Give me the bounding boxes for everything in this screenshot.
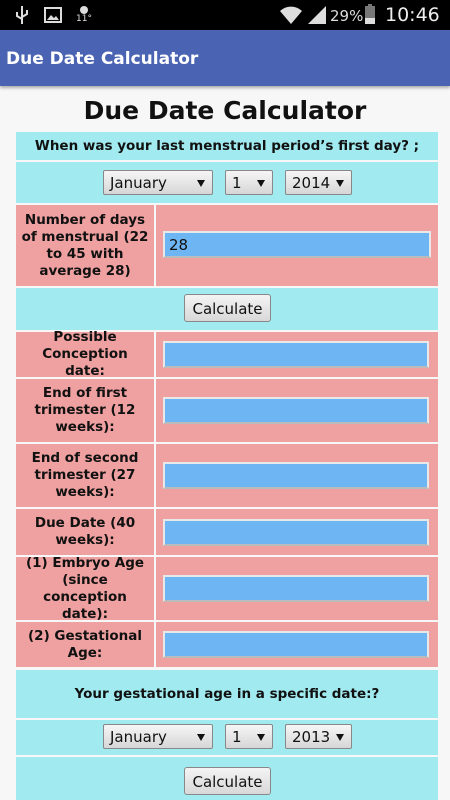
page-heading: Due Date Calculator <box>83 96 367 125</box>
temperature: 11° <box>76 14 92 24</box>
cycle-input[interactable]: 28 <box>163 231 431 258</box>
result-label: End of second trimester (27 weeks): <box>16 444 154 507</box>
calculate-button[interactable]: Calculate <box>184 767 271 795</box>
result-label: Possible Conception date: <box>16 329 154 379</box>
status-icons <box>16 6 88 24</box>
day-select[interactable]: 1 <box>225 170 273 195</box>
month-select[interactable]: January <box>103 724 213 749</box>
result-input[interactable] <box>163 341 429 368</box>
result-input[interactable] <box>163 518 429 546</box>
calculate-button[interactable]: Calculate <box>184 294 271 322</box>
result-input[interactable] <box>163 462 429 489</box>
status-bar: 11° 29% 10:46 <box>0 0 450 30</box>
app-bar-title: Due Date Calculator <box>0 30 450 86</box>
clock: 10:46 <box>385 4 440 26</box>
day-select[interactable]: 1 <box>225 724 273 749</box>
result-label: (2) Gestational Age: <box>16 622 154 667</box>
month-select[interactable]: January <box>103 170 213 195</box>
specific-prompt: Your gestational age in a specific date:… <box>16 670 438 718</box>
result-label: Due Date (40 weeks): <box>16 509 154 555</box>
year-select[interactable]: 2013 <box>285 724 352 749</box>
result-label: (1) Embryo Age (since conception date): <box>16 555 154 622</box>
signal-icons <box>280 4 375 24</box>
result-input[interactable] <box>163 575 429 602</box>
year-select[interactable]: 2014 <box>285 170 352 195</box>
battery-level: 29% <box>330 7 364 25</box>
result-input[interactable] <box>163 397 429 424</box>
result-label: End of first trimester (12 weeks): <box>16 379 154 442</box>
result-input[interactable] <box>163 631 429 658</box>
cycle-label: Number of days of menstrual (22 to 45 wi… <box>16 205 154 286</box>
period-prompt: When was your last menstrual period’s fi… <box>16 132 438 160</box>
